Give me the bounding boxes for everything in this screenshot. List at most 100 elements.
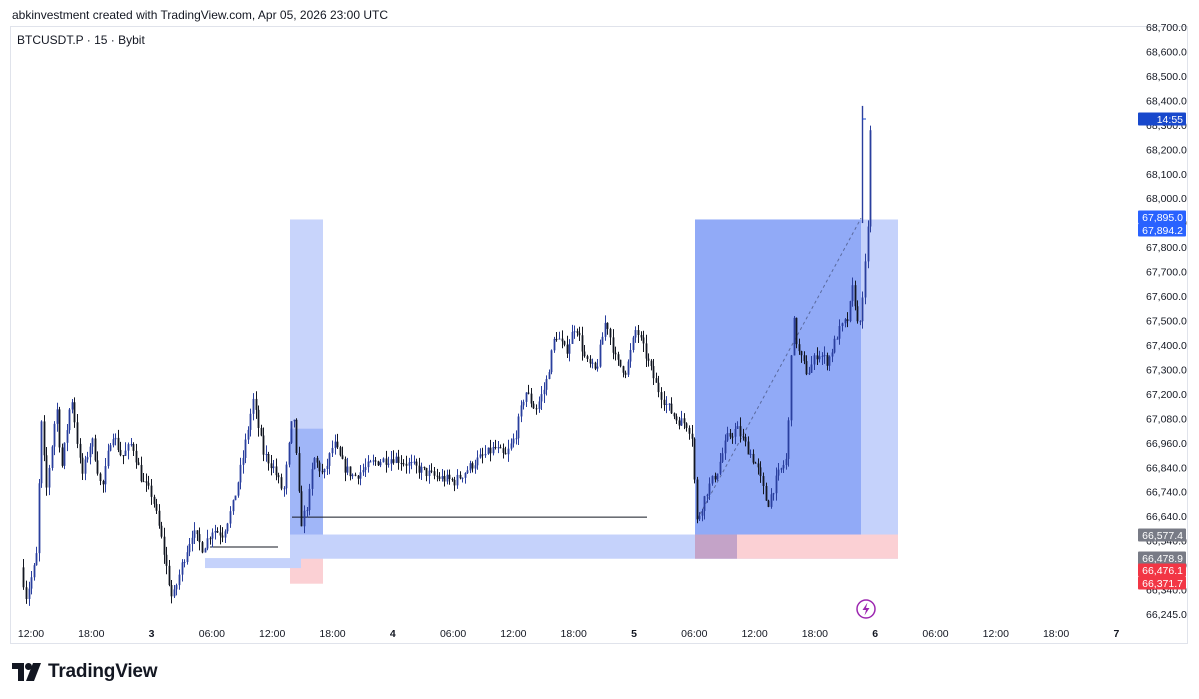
candle-body — [464, 473, 467, 478]
candle-body — [288, 442, 291, 465]
candle-body — [581, 335, 584, 352]
candle-body — [759, 467, 762, 477]
candle-body — [762, 476, 765, 486]
candle-body — [183, 561, 186, 563]
candle-body — [272, 466, 275, 469]
candle-body — [520, 405, 523, 417]
candle-body — [859, 321, 862, 323]
candle-body — [130, 444, 133, 446]
candle-body — [517, 416, 520, 439]
candle-body — [316, 457, 319, 463]
candle-body — [155, 503, 158, 511]
candle-body — [484, 453, 487, 456]
candle-body — [244, 439, 247, 458]
candle-body — [99, 473, 102, 482]
candle-body — [512, 438, 515, 444]
candle-body — [665, 403, 668, 405]
candle-body — [374, 460, 377, 462]
candle-body — [617, 354, 620, 360]
candle-body — [798, 344, 801, 352]
candle-body — [221, 535, 224, 538]
candle-body — [550, 350, 553, 373]
candle-body — [349, 466, 352, 477]
lightning-icon[interactable] — [856, 599, 876, 619]
candle-body — [298, 453, 301, 492]
candle-body — [160, 525, 163, 537]
candle-body — [76, 422, 79, 444]
candle-body — [683, 418, 686, 424]
x-tick-label: 5 — [631, 628, 637, 640]
candle-body — [283, 488, 286, 490]
candle-body — [461, 477, 464, 479]
candle-body — [354, 474, 357, 476]
candle-body — [492, 446, 495, 454]
y-tick-label: 66,640.0 — [1146, 511, 1187, 523]
candle-body — [45, 455, 48, 488]
candle-body — [813, 355, 816, 365]
candle-body — [831, 352, 834, 357]
candle-body — [596, 366, 599, 369]
candle-body — [181, 562, 184, 575]
candle-body — [775, 475, 778, 494]
candle-body — [262, 435, 265, 455]
candle-body — [619, 359, 622, 367]
candle-body — [594, 362, 597, 369]
candle-body — [186, 552, 189, 562]
candle-body — [803, 355, 806, 362]
x-tick-label: 12:00 — [500, 628, 526, 640]
candle-body — [499, 447, 502, 449]
candle-body — [405, 463, 408, 466]
candle-body — [321, 471, 324, 473]
candle-body — [510, 443, 513, 449]
candle-body — [456, 474, 459, 486]
candle-body — [173, 589, 176, 597]
candle-body — [489, 447, 492, 454]
candle-body — [828, 356, 831, 366]
y-tick-label: 66,960.0 — [1146, 438, 1187, 450]
x-tick-label: 18:00 — [802, 628, 828, 640]
y-tick-label: 68,000.0 — [1146, 193, 1187, 205]
candle-body — [275, 466, 278, 476]
candle-body — [311, 469, 314, 489]
y-tick-label: 67,800.0 — [1146, 242, 1187, 254]
price-label-box — [1138, 210, 1186, 224]
candle-body — [787, 420, 790, 459]
tradingview-logo[interactable]: TradingView — [12, 661, 158, 683]
candle-body — [448, 474, 451, 479]
candle-body — [851, 285, 854, 302]
candle-body — [453, 479, 456, 486]
candle-body — [497, 447, 500, 449]
long-position-entry-zone-2 — [695, 219, 861, 535]
x-tick-label: 18:00 — [319, 628, 345, 640]
candle-body — [476, 457, 479, 466]
candle-body — [418, 465, 421, 473]
candle-body — [114, 437, 117, 440]
candle-body — [757, 463, 760, 468]
price-labels: 14:5567,895.067,894.266,577.466,478.966,… — [862, 112, 1186, 590]
candle-body — [772, 493, 775, 495]
candle-body — [459, 474, 462, 479]
candle-body — [782, 465, 785, 469]
candle-body — [420, 466, 423, 473]
candle-body — [586, 356, 589, 359]
candle-body — [685, 423, 688, 428]
candle-body — [471, 463, 474, 469]
candle-body — [209, 538, 212, 540]
candle-body — [780, 468, 783, 470]
candle-body — [425, 467, 428, 477]
candle-body — [555, 338, 558, 340]
candle-body — [810, 364, 813, 373]
drawings — [210, 218, 862, 548]
candle-body — [731, 436, 734, 438]
liquidity-box-1 — [205, 558, 301, 569]
y-tick-label: 68,100.0 — [1146, 169, 1187, 181]
candle-body — [193, 530, 196, 538]
symbol-legend[interactable]: BTCUSDT.P · 15 · Bybit — [17, 33, 145, 47]
candle-body — [132, 444, 135, 451]
candle-body — [844, 319, 847, 324]
candle-body — [168, 565, 171, 586]
candle-body — [734, 428, 737, 437]
x-tick-label: 3 — [149, 628, 155, 640]
candle-body — [663, 399, 666, 405]
